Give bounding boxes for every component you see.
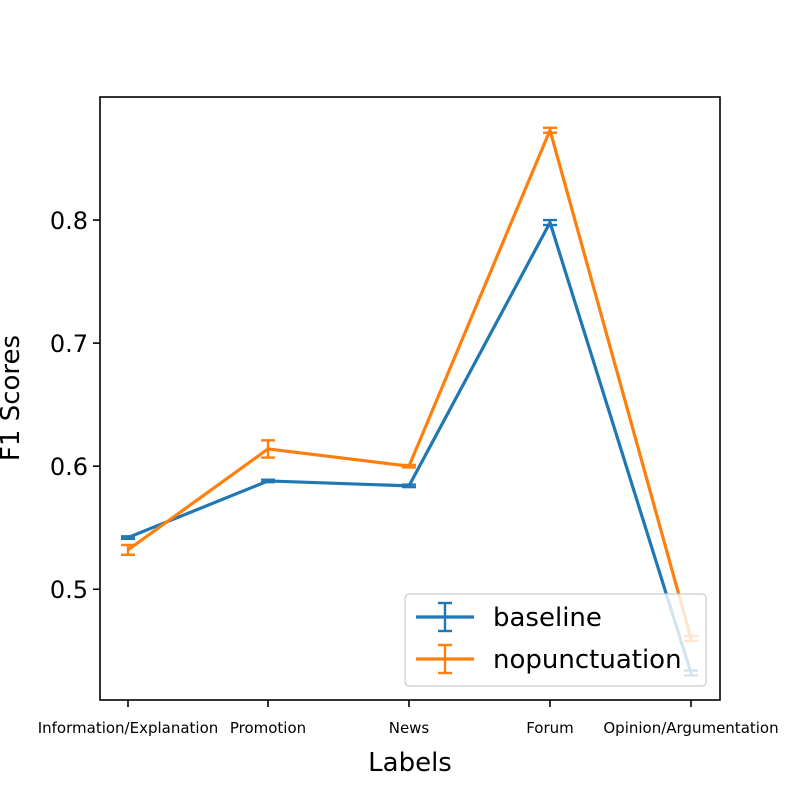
legend-label: nopunctuation (493, 645, 682, 675)
error-bar (402, 463, 416, 469)
x-axis-label: Labels (368, 748, 452, 778)
x-tick-label: Information/Explanation (38, 719, 219, 737)
error-bar (543, 218, 557, 227)
legend-item: baseline (416, 601, 602, 633)
series-layer (121, 126, 698, 677)
legend: baseline nopunctuation (404, 593, 707, 687)
error-bar (261, 439, 275, 459)
series-nopunctuation (121, 126, 698, 643)
x-tick-label: Promotion (230, 719, 306, 737)
error-bar (121, 543, 135, 556)
error-bar (402, 483, 416, 489)
y-axis-label: F1 Scores (0, 335, 26, 461)
error-bar (121, 535, 135, 540)
x-tick-label: Forum (526, 719, 574, 737)
x-tick-label: News (389, 719, 430, 737)
y-tick-label: 0.7 (50, 330, 88, 358)
error-bar (543, 126, 557, 134)
legend-item: nopunctuation (416, 643, 682, 675)
x-axis: Information/Explanation Promotion News Foru… (38, 700, 779, 737)
y-tick-label: 0.5 (50, 576, 88, 604)
x-tick-label: Opinion/Argumentation (603, 719, 778, 737)
y-axis: 0.5 0.6 0.7 0.8 (50, 207, 100, 604)
plot-frame (99, 96, 721, 701)
y-tick-label: 0.8 (50, 207, 88, 235)
y-tick-label: 0.6 (50, 453, 88, 481)
legend-box (404, 593, 707, 687)
legend-label: baseline (493, 603, 602, 633)
error-bar (261, 478, 275, 484)
